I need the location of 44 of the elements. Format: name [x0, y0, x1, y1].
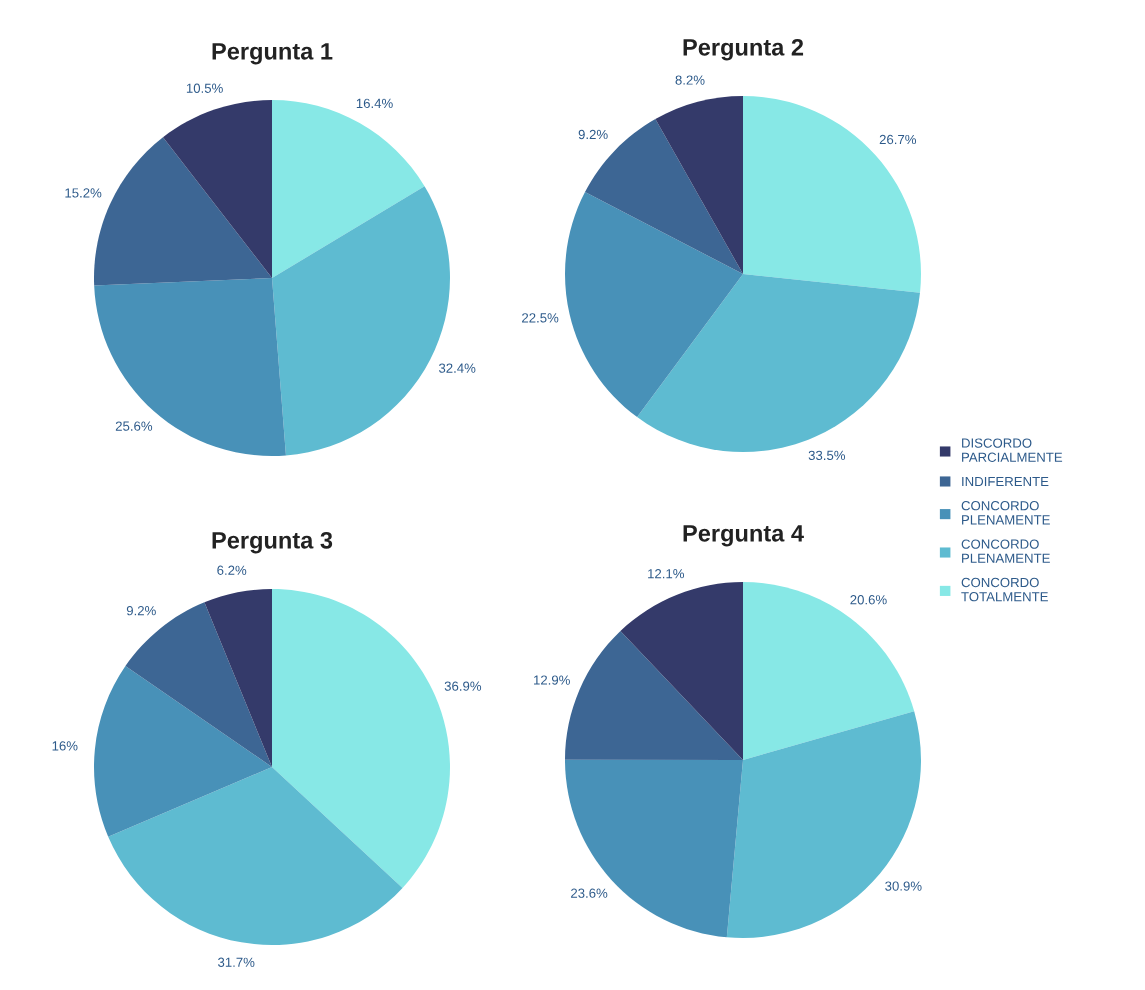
legend-label: CONCORDO TOTALMENTE: [961, 577, 1048, 602]
data-label: 10.5%: [186, 83, 223, 93]
pie-slice: [637, 274, 921, 452]
pie-slice: [94, 278, 286, 456]
legend-label: DISCORDO PARCIALMENTE: [962, 438, 1063, 462]
data-label: 36.9%: [444, 681, 482, 691]
data-label: 12.1%: [648, 569, 685, 579]
data-label: 22.5%: [522, 313, 559, 323]
data-label: 33.5%: [808, 450, 846, 461]
data-label: 8.2%: [675, 75, 705, 85]
pie-slice: [743, 582, 915, 760]
legend-label: CONCORDO PLENAMENTE: [961, 501, 1050, 525]
data-label: 6.2%: [217, 565, 247, 575]
pie-slice: [743, 96, 921, 293]
pie-slice: [204, 589, 272, 767]
chart-title: Pergunta 3: [212, 531, 333, 554]
legend-label: CONCORDO PLENAMENTE: [961, 539, 1050, 563]
data-label: 30.9%: [885, 881, 922, 891]
chart-title: Pergunta 1: [212, 43, 333, 65]
pie-slice: [125, 602, 272, 767]
data-label: 26.7%: [879, 134, 917, 145]
data-label: 25.6%: [115, 421, 153, 431]
pie-slice: [655, 96, 743, 274]
data-label: 16.4%: [356, 98, 393, 109]
data-label: 31.7%: [217, 957, 255, 967]
legend-label: INDIFERENTE: [962, 476, 1049, 487]
pie-slice: [94, 666, 272, 837]
pie-slice: [108, 767, 403, 945]
data-label: 15.2%: [65, 188, 102, 198]
pie-slice: [565, 759, 743, 938]
pie-slice: [272, 100, 425, 278]
chart-title: Pergunta 2: [683, 38, 804, 61]
pie-slice: [726, 711, 921, 938]
pie-slice: [620, 582, 743, 760]
pie-slice: [565, 192, 743, 418]
data-label: 32.4%: [438, 363, 476, 373]
data-label: 9.2%: [578, 129, 608, 140]
data-label: 12.9%: [534, 675, 570, 685]
pie-slice: [163, 100, 272, 278]
data-label: 9.2%: [126, 606, 156, 616]
data-label: 20.6%: [850, 595, 887, 605]
data-label: 16%: [52, 741, 78, 751]
chart-title: Pergunta 4: [683, 525, 804, 547]
data-label: 23.6%: [571, 888, 608, 898]
